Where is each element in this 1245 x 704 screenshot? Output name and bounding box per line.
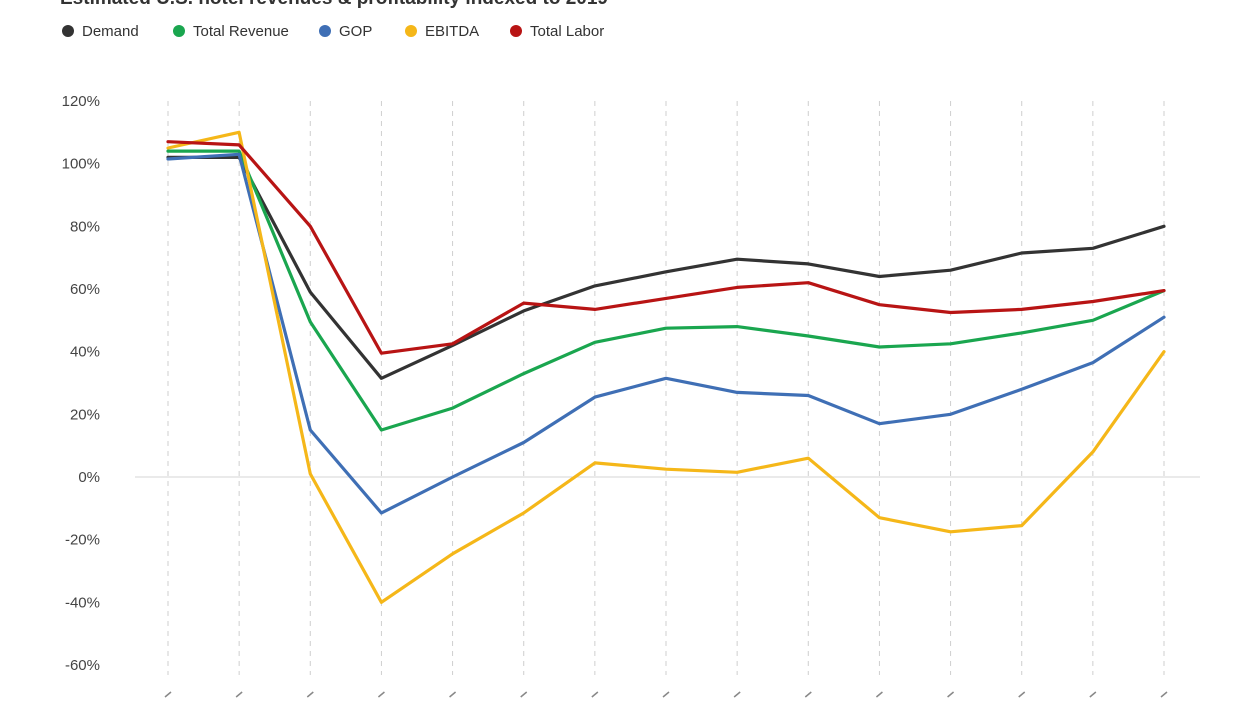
x-tick-mark — [235, 691, 243, 698]
y-tick-label: 20% — [70, 406, 100, 423]
x-tick-mark — [1089, 691, 1097, 698]
y-tick-label: 120% — [62, 93, 100, 110]
x-tick-mark — [1160, 691, 1168, 698]
legend-item-ebitda: EBITDA — [405, 23, 479, 40]
legend-swatch — [510, 25, 522, 37]
chart-title: Estimated U.S. hotel revenues & profitab… — [60, 0, 608, 9]
x-tick-mark — [1018, 691, 1026, 698]
x-tick-mark — [449, 691, 457, 698]
y-tick-label: 60% — [70, 281, 100, 298]
x-tick-mark — [947, 691, 955, 698]
series-line-total-revenue — [166, 149, 1166, 432]
series-line-total-labor — [166, 140, 1166, 355]
y-tick-label: 40% — [70, 344, 100, 361]
legend-swatch — [319, 25, 331, 37]
legend-swatch — [173, 25, 185, 37]
legend-label: GOP — [339, 23, 372, 40]
x-tick-mark — [591, 691, 599, 698]
legend-label: Demand — [82, 23, 139, 40]
series-line-gop — [166, 152, 1166, 515]
legend-swatch — [405, 25, 417, 37]
legend-item-demand: Demand — [62, 23, 139, 40]
legend-item-gop: GOP — [319, 23, 372, 40]
legend-label: Total Revenue — [193, 23, 289, 40]
legend-item-total-labor: Total Labor — [510, 23, 604, 40]
x-tick-mark — [804, 691, 812, 698]
x-tick-mark — [733, 691, 741, 698]
y-tick-label: 80% — [70, 218, 100, 235]
legend-swatch — [62, 25, 74, 37]
x-tick-mark — [164, 691, 172, 698]
legend-label: EBITDA — [425, 23, 479, 40]
series-line-demand — [166, 155, 1166, 380]
legend-item-total-revenue: Total Revenue — [173, 23, 289, 40]
y-tick-label: 0% — [78, 469, 100, 486]
x-tick-mark — [520, 691, 528, 698]
x-tick-mark — [377, 691, 385, 698]
x-tick-mark — [306, 691, 314, 698]
series-lines — [166, 130, 1166, 604]
legend: Demand Total Revenue GOP EBITDA Total Labor — [62, 23, 604, 40]
y-tick-label: -60% — [65, 657, 100, 674]
y-tick-label: -40% — [65, 594, 100, 611]
y-tick-label: -20% — [65, 532, 100, 549]
legend-label: Total Labor — [530, 23, 604, 40]
y-axis: 120% 100% 80% 60% 40% 20% 0% -20% -40% -60% — [62, 93, 100, 674]
series-line-ebitda — [166, 130, 1166, 604]
x-tick-mark — [875, 691, 883, 698]
y-tick-label: 100% — [62, 156, 100, 173]
x-tick-mark — [662, 691, 670, 698]
